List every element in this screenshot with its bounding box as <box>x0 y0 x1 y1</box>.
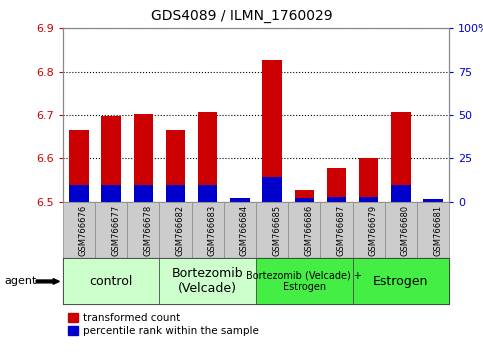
Bar <box>63 202 95 258</box>
Bar <box>101 116 121 202</box>
Bar <box>198 185 217 202</box>
Text: GSM766685: GSM766685 <box>272 205 281 256</box>
Text: GSM766681: GSM766681 <box>433 205 442 256</box>
Text: GSM766683: GSM766683 <box>208 205 217 256</box>
Bar <box>69 185 88 202</box>
Text: agent: agent <box>5 276 37 286</box>
Bar <box>385 202 417 258</box>
Bar <box>424 199 443 202</box>
Text: GSM766682: GSM766682 <box>175 205 185 256</box>
Text: control: control <box>89 275 133 288</box>
Bar <box>262 59 282 202</box>
Bar <box>353 202 385 258</box>
Bar <box>63 258 159 304</box>
Bar <box>159 202 192 258</box>
Bar <box>353 258 449 304</box>
Bar <box>198 112 217 202</box>
Bar <box>224 202 256 258</box>
Text: GSM766680: GSM766680 <box>401 205 410 256</box>
Bar <box>262 177 282 202</box>
Bar <box>288 202 320 258</box>
Bar <box>295 198 314 202</box>
Bar <box>166 130 185 202</box>
Text: GSM766679: GSM766679 <box>369 205 378 256</box>
Bar <box>256 202 288 258</box>
Bar <box>391 185 411 202</box>
Text: GSM766677: GSM766677 <box>111 205 120 256</box>
Text: GSM766676: GSM766676 <box>79 205 88 256</box>
Bar <box>327 168 346 202</box>
Bar <box>359 159 378 202</box>
Bar <box>391 112 411 202</box>
Text: Bortezomib (Velcade) +
Estrogen: Bortezomib (Velcade) + Estrogen <box>246 270 362 292</box>
Bar <box>295 190 314 202</box>
Bar <box>359 196 378 202</box>
Bar <box>166 185 185 202</box>
Bar <box>320 202 353 258</box>
Text: GSM766684: GSM766684 <box>240 205 249 256</box>
Bar <box>230 201 250 202</box>
Bar <box>134 114 153 202</box>
Bar <box>327 196 346 202</box>
Bar <box>101 185 121 202</box>
Text: GSM766686: GSM766686 <box>304 205 313 256</box>
Bar <box>69 130 88 202</box>
Bar <box>417 202 449 258</box>
Bar <box>134 185 153 202</box>
Legend: transformed count, percentile rank within the sample: transformed count, percentile rank withi… <box>68 313 258 336</box>
Bar <box>230 198 250 202</box>
Text: Bortezomib
(Velcade): Bortezomib (Velcade) <box>172 267 243 296</box>
Bar <box>424 201 443 202</box>
Text: GSM766687: GSM766687 <box>337 205 345 256</box>
Text: Estrogen: Estrogen <box>373 275 428 288</box>
Bar <box>256 258 353 304</box>
Bar <box>192 202 224 258</box>
Bar <box>159 258 256 304</box>
Bar <box>127 202 159 258</box>
Bar <box>95 202 127 258</box>
Text: GDS4089 / ILMN_1760029: GDS4089 / ILMN_1760029 <box>151 9 332 23</box>
Text: GSM766678: GSM766678 <box>143 205 152 256</box>
